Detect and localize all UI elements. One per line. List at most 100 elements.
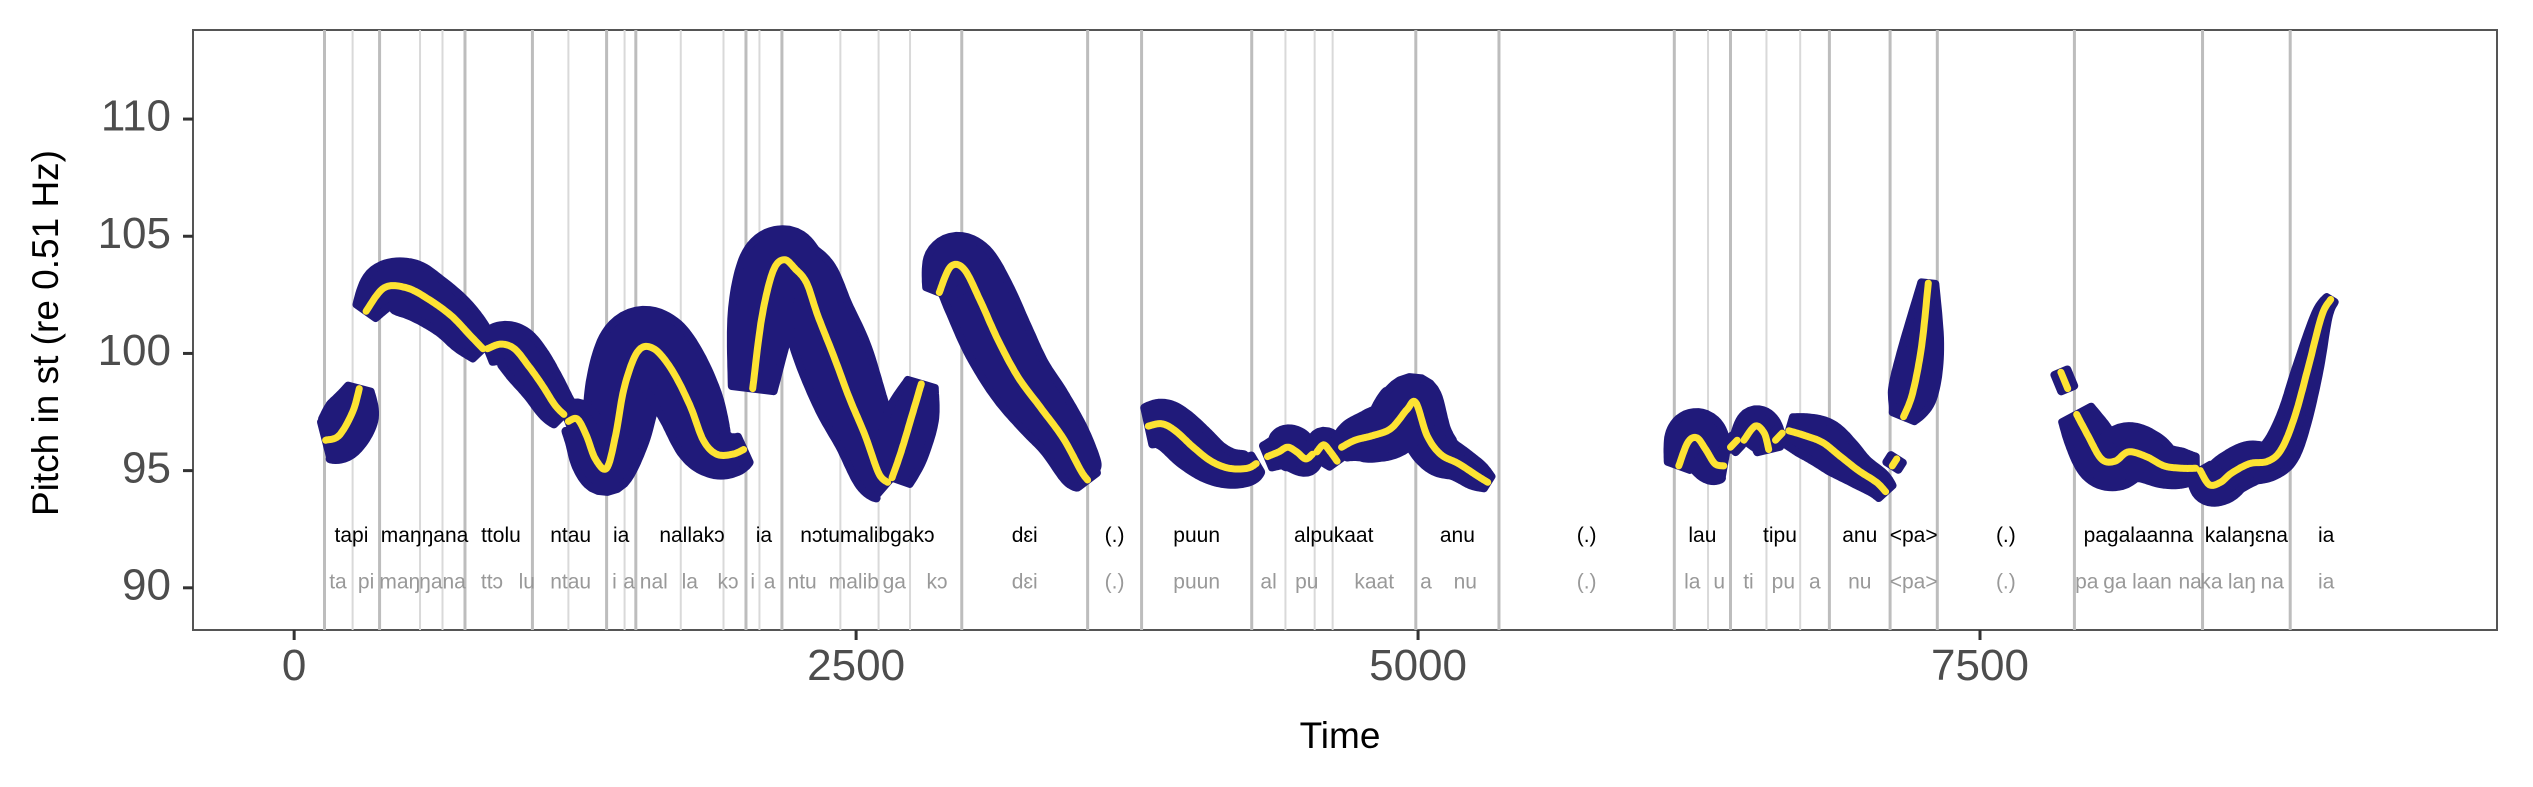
- syllable-label: ka: [2200, 571, 2223, 594]
- pitch-band: [558, 305, 754, 496]
- syllable-label: kɔ: [717, 571, 738, 594]
- y-tick-label: 95: [122, 443, 171, 492]
- y-axis-title: Pitch in st (re 0.51 Hz): [25, 150, 66, 516]
- syllable-label: na: [2261, 571, 2285, 594]
- syllable-label: ti: [1743, 571, 1754, 594]
- syllable-label: nu: [1454, 571, 1477, 594]
- syllable-label: ttɔ: [481, 571, 503, 594]
- syllable-label: ntu: [788, 571, 817, 594]
- pitch-line: [1313, 441, 1341, 465]
- syllable-label: al: [1260, 571, 1276, 594]
- x-tick-label: 2500: [807, 641, 905, 690]
- plot-panel: [192, 29, 2498, 631]
- syllable-label: (.): [1996, 571, 2016, 594]
- syllable-label: malib: [829, 571, 879, 594]
- syllable-label: puun: [1173, 571, 1220, 594]
- syllable-label: ntau: [550, 571, 591, 594]
- pitch-line: [2073, 410, 2200, 472]
- pitch-line: [749, 256, 892, 486]
- syllable-label: la: [682, 571, 699, 594]
- pitch-line: [888, 380, 925, 482]
- pitch-line: [1338, 397, 1492, 486]
- pitch-line: [1900, 279, 1932, 421]
- syllable-label: pu: [1772, 571, 1795, 594]
- word-label: <pa>: [1890, 524, 1938, 547]
- pitch-line: [1675, 433, 1728, 470]
- syllable-label: pu: [1295, 571, 1318, 594]
- syllable-label: lu: [519, 571, 535, 594]
- syllable-label: i: [612, 571, 617, 594]
- syllable-label: pa: [2075, 571, 2099, 594]
- syllable-label: laŋ: [2228, 571, 2256, 594]
- syllable-label: (.): [1577, 571, 1597, 594]
- syllable-label: ga: [2103, 571, 2127, 594]
- syllable-label: a: [764, 571, 776, 594]
- pitch-line: [1144, 420, 1260, 473]
- syllable-label: (.): [1105, 571, 1125, 594]
- syllable-label: a: [1420, 571, 1432, 594]
- word-label: tapi: [335, 524, 369, 547]
- word-label: ttolu: [481, 524, 521, 547]
- pitch-line: [2057, 368, 2072, 393]
- pitch-line: [935, 260, 1092, 484]
- pitch-line: [322, 385, 363, 444]
- syllable-label: nal: [640, 571, 668, 594]
- syllable-label: pi: [358, 571, 374, 594]
- y-tick-label: 110: [101, 92, 171, 141]
- word-label: (.): [1105, 524, 1125, 547]
- syllable-label: ga: [883, 571, 907, 594]
- syllable-label: a: [1809, 571, 1821, 594]
- x-axis-title: Time: [1300, 715, 1381, 756]
- syllable-label: ta: [329, 571, 347, 594]
- word-label: alpukaat: [1294, 524, 1374, 547]
- word-label: nɔtumalibgakɔ: [800, 524, 934, 547]
- pitch-line: [362, 282, 487, 353]
- pitch-line: [564, 342, 748, 473]
- x-tick-label: 5000: [1369, 641, 1467, 690]
- word-label: nallakɔ: [659, 524, 724, 547]
- syllable-label: a: [623, 571, 635, 594]
- pitch-line: [1740, 422, 1773, 453]
- syllable-label: ia: [2318, 571, 2335, 594]
- axes: 90 95 100 105 110 0 2500 5000 7500: [98, 92, 2029, 690]
- syllable-label: nu: [1848, 571, 1871, 594]
- syllable-label: laan: [2132, 571, 2172, 594]
- word-label: maŋŋana: [381, 524, 469, 547]
- word-label: (.): [1996, 524, 2016, 547]
- word-label: tipu: [1763, 524, 1797, 547]
- syllable-label: <pa>: [1890, 571, 1938, 594]
- syllable-label: i: [750, 571, 755, 594]
- y-tick-label: 105: [98, 209, 171, 258]
- pitch-line: [2196, 296, 2335, 489]
- syllable-label: la: [1684, 571, 1701, 594]
- word-label: pagalaanna: [2084, 524, 2194, 547]
- word-label: anu: [1440, 524, 1475, 547]
- word-label: dɛi: [1012, 524, 1038, 547]
- y-tick-label: 100: [98, 326, 171, 375]
- word-label: anu: [1842, 524, 1877, 547]
- pitch-line: [484, 340, 568, 418]
- syllable-label: na: [2178, 571, 2202, 594]
- pitch-line: [1772, 429, 1786, 444]
- syllable-label: kɔ: [927, 571, 948, 594]
- word-label: ia: [756, 524, 773, 547]
- syllable-label: u: [1713, 571, 1725, 594]
- word-label: (.): [1577, 524, 1597, 547]
- segment-labels: tapi maŋŋana ttolu ntau ia nallakɔ ia nɔtumalib…: [329, 524, 2334, 594]
- pitch-band: [1140, 398, 1266, 489]
- word-label: ia: [613, 524, 630, 547]
- syllable-label: maŋ: [379, 571, 420, 594]
- syllable-label: dɛi: [1012, 571, 1038, 594]
- panel-border: [192, 29, 2498, 631]
- word-label: puun: [1173, 524, 1220, 547]
- word-label: ntau: [550, 524, 591, 547]
- word-label: lau: [1688, 524, 1716, 547]
- x-tick-label: 7500: [1931, 641, 2029, 690]
- pitch-line: [1727, 436, 1741, 451]
- word-label: kalaŋɛna: [2205, 524, 2289, 547]
- word-label: ia: [2318, 524, 2335, 547]
- pitch-line: [1785, 427, 1890, 496]
- x-tick-label: 0: [282, 641, 306, 690]
